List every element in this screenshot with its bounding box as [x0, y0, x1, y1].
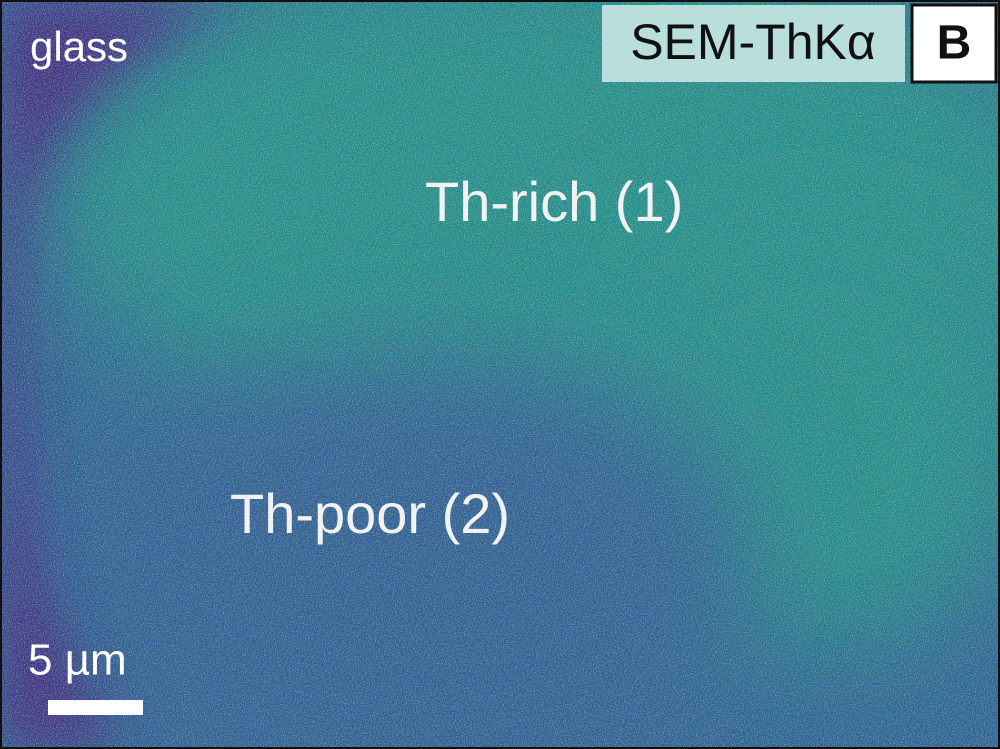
th-rich-label: Th-rich (1)	[425, 170, 683, 233]
panel-label: B	[937, 17, 972, 70]
technique-box	[602, 5, 905, 82]
scale-bar	[48, 700, 143, 715]
th-poor-label: Th-poor (2)	[230, 482, 510, 545]
technique-label: SEM-ThKα	[630, 14, 876, 70]
scale-bar-label: 5 µm	[28, 636, 127, 685]
panel-box	[910, 3, 998, 84]
glass-label: glass	[30, 23, 128, 70]
